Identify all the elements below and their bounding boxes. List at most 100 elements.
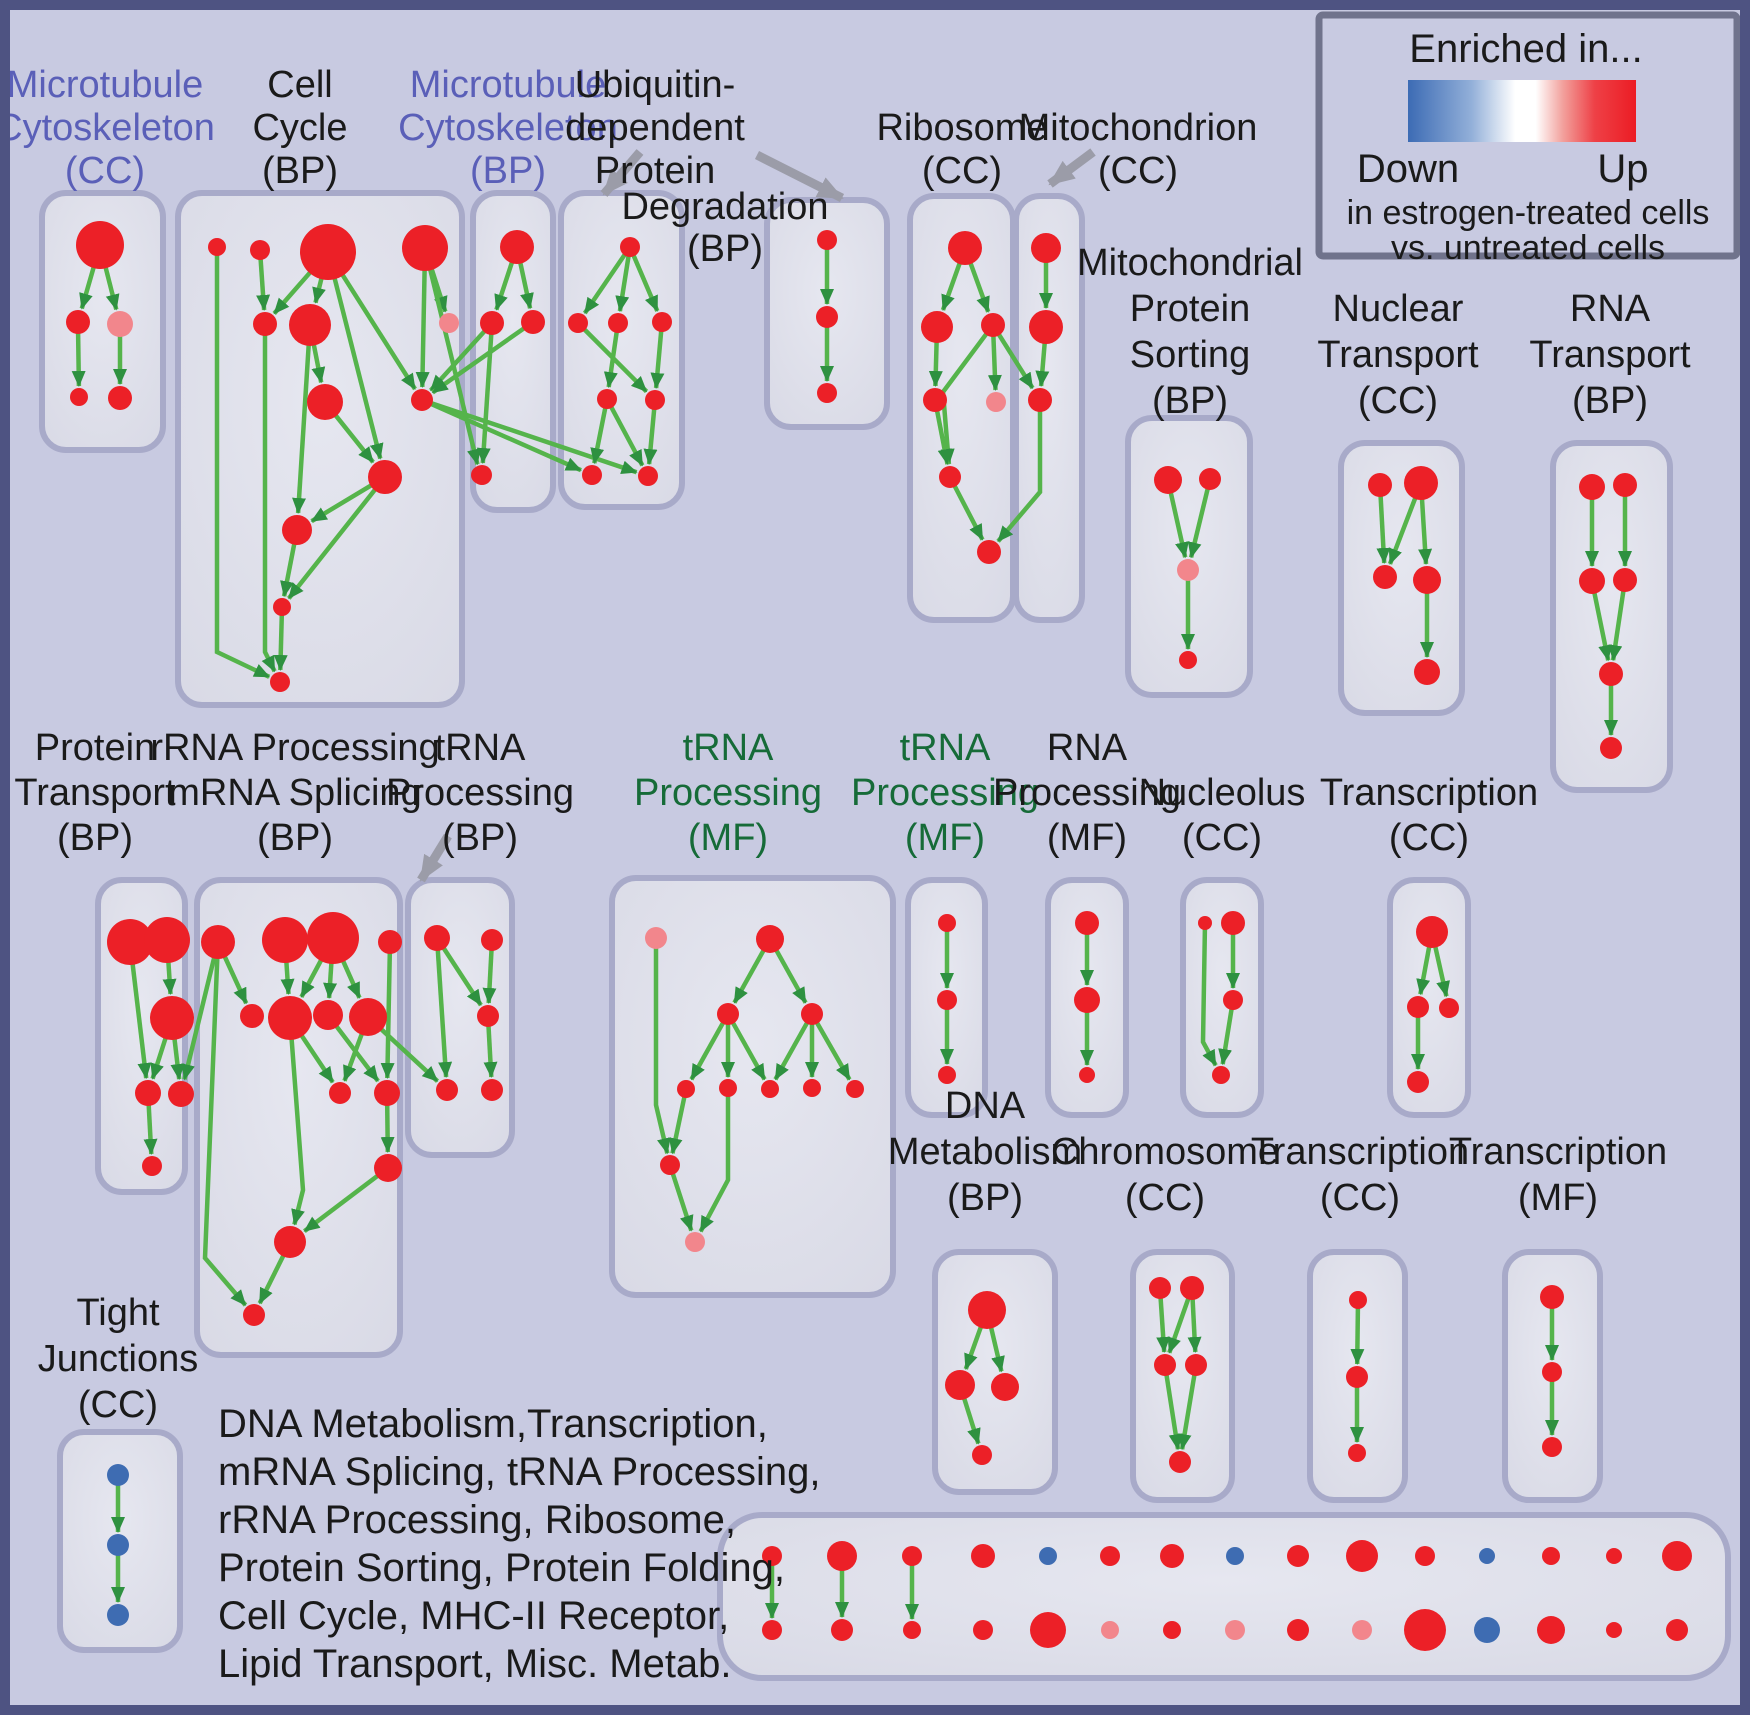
node-t2_2-up [937,990,957,1010]
label-mitochondrion-cc-line-1: Mitochondrion [1019,107,1258,149]
edge-tb_3-to-tb_5 [483,1025,498,1078]
node-dm_2-up [945,1370,975,1400]
node-tb_4-up [436,1079,458,1101]
edge-ubq_0-to-ubq_3 [631,254,660,312]
edge-rt_4-to-rt_5 [1608,590,1626,662]
panel-bottomrow [717,1512,1731,1681]
node-cc_9-up [411,389,433,411]
edge-rr_1-to-rr_13 [202,957,248,1307]
edge-tm_h1-to-tm_g5 [698,1096,731,1233]
panel-nucleartransport [1338,440,1465,716]
edge-cc_3-to-cc_9 [340,273,417,391]
label-trna-processing-mf-1-line-2: Processing [634,772,822,814]
label-protein-transport-line-3: (BP) [57,817,133,859]
node-tm_h2-up [761,1080,779,1098]
node-ribo_c-up [981,313,1005,337]
node-cc_13-up [273,598,291,616]
label-mitochondrion-cc-line-2: (CC) [1098,150,1178,192]
edge-pt_c-to-pt_e [170,1038,185,1081]
edge-cc_8-to-cc_10 [333,413,375,464]
node-rr_8-up [349,998,387,1036]
node-bt4-up [971,1544,995,1568]
label-ubiquitin-top-line-3: Protein [595,150,715,192]
legend-down-label: Down [1357,147,1459,191]
panel-cellcycle [175,190,465,708]
node-dm_1-up [968,1291,1006,1329]
label-mt-cytoskeleton-cc-line-3: (CC) [65,150,145,192]
label-trna-processing-mf-2-line-2: Processing [851,772,1039,814]
label-rna-transport-line-3: (BP) [1572,380,1648,422]
edge-rr_8-to-tb_4 [379,1027,440,1083]
edge-nt_2-to-nt_4 [1418,498,1433,565]
node-t2_3-up [938,1066,956,1084]
edge-dm_2-to-dm_4 [962,1397,981,1445]
edge-pt_b-to-pt_c [162,961,177,995]
node-rt_1-up [1579,474,1605,500]
node-ubq_6-up [582,465,602,485]
label-transcription-cc-low-line-2: (CC) [1320,1177,1400,1219]
node-bt11-up [1415,1546,1435,1566]
node-bt8-down [1226,1547,1244,1565]
label-rna-processing-mf-line-3: (MF) [1047,817,1127,859]
edge-cc_9-to-ubq_6 [430,401,582,473]
label-chromosome-cc-line-2: (CC) [1125,1177,1205,1219]
label-misc-note-line-3: rRNA Processing, Ribosome, [218,1498,736,1542]
label-ribosome-cc-line-1: Ribosome [876,107,1047,149]
node-cc_6-up [289,304,331,346]
node-ribo_f-up [939,466,961,488]
node-rt_3-up [1579,568,1605,594]
edge-cc_10-to-cc_13 [287,488,377,600]
edge-tm_g2-to-tm_h2 [730,1021,767,1081]
node-ms_4-up [1179,651,1197,669]
label-cell-cycle-line-1: Cell [267,64,332,106]
node-rm_1-up [1075,911,1099,935]
node-ubq_3-up [652,312,672,332]
node-cc_3-up [300,224,356,280]
node-dm_3-up [991,1373,1019,1401]
label-trna-processing-mf-1-line-3: (MF) [688,817,768,859]
node-rr_9-up [329,1082,351,1104]
node-tc_4-up [1407,1071,1429,1093]
node-rt_4-up [1613,568,1637,592]
node-rm_3-up [1079,1067,1095,1083]
node-ribo_a-up [948,231,982,265]
node-ubq2_0-up [817,230,837,250]
edge-rr_6-to-rr_12 [289,1038,306,1226]
edge-ubq_0-to-ubq_1 [582,253,627,315]
node-bb5-up [1030,1612,1066,1648]
node-pt_d-up [135,1080,161,1106]
node-rt_5-up [1599,662,1623,686]
edge-ch_2-to-ch_3 [1167,1297,1191,1354]
label-nuclear-transport-line-2: Transport [1317,334,1479,376]
legend-gradient-bar [1408,80,1636,142]
node-bb7-up [1163,1621,1181,1639]
node-t4_1-up [1540,1285,1564,1309]
edge-ubq_1-to-ubq_5 [582,327,649,394]
node-ch_2-up [1180,1276,1204,1300]
node-tj_3-down [107,1604,129,1626]
node-tm_g1-up [756,925,784,953]
label-trna-processing-bp-line-2: Processing [386,772,574,814]
node-rt_6-up [1600,737,1622,759]
node-rr_13-up [243,1304,265,1326]
ubiquitin-arrow-left-icon [600,149,644,197]
edge-mtcc_1-to-mtcc_3 [103,266,120,311]
edge-cc_6-to-cc_8 [311,344,326,384]
label-tight-junctions-line-1: Tight [76,1292,160,1334]
node-bt12-down [1479,1548,1495,1564]
node-tj_1-down [107,1464,129,1486]
edge-ubq_0-to-ubq_2 [615,255,631,313]
node-ubq_5-up [645,390,665,410]
node-ribo_e-weak-up [986,392,1006,412]
node-bt1-up [762,1546,782,1566]
panel-ubiquitin [558,190,685,510]
edge-ubq_2-to-ubq_4 [603,331,619,389]
label-nucleolus-cc-line-1: Nucleolus [1139,772,1306,814]
panel-transcriptioncc1 [1387,877,1471,1118]
node-bb11-up [1404,1609,1446,1651]
label-mito-protein-sorting-line-2: Protein [1130,288,1250,330]
legend-subtitle-line-1: in estrogen-treated cells [1347,194,1710,232]
node-ubq_4-up [597,389,617,409]
